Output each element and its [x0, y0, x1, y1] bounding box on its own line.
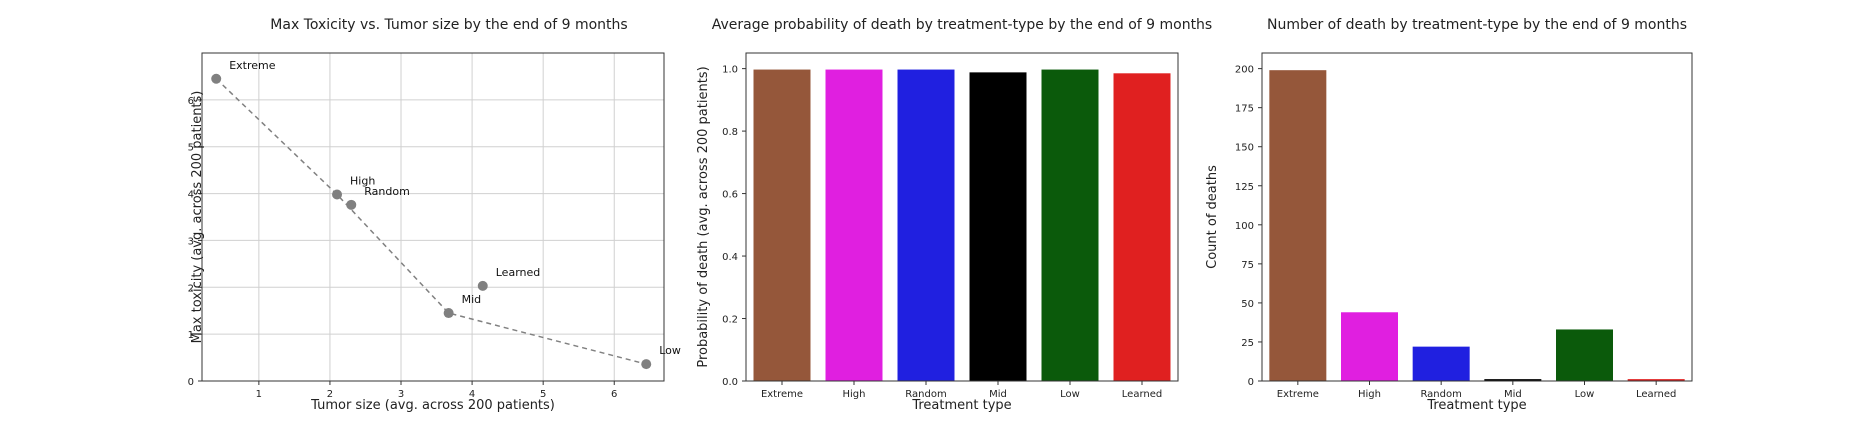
y-tick-label: 25: [1241, 338, 1254, 349]
trend-line: [215, 78, 647, 365]
data-point: [477, 280, 488, 291]
data-point: [332, 189, 343, 200]
bar: [1269, 70, 1327, 381]
chart-title: Average probability of death by treatmen…: [712, 17, 1212, 33]
y-tick-label: 50: [1241, 299, 1254, 310]
point-label: Mid: [462, 293, 482, 306]
y-tick-label: 200: [1235, 65, 1254, 76]
y-tick-label: 0.4: [722, 252, 738, 263]
bar: [825, 69, 883, 382]
x-tick-label: Mid: [1504, 389, 1522, 400]
bar: [753, 69, 811, 382]
bar: [897, 69, 955, 382]
y-tick-label: 4: [188, 190, 194, 201]
y-tick-label: 150: [1235, 143, 1254, 154]
probability-panel: Average probability of death by treatmen…: [696, 17, 1212, 413]
x-axis-label: Treatment type: [911, 398, 1011, 413]
y-tick-label: 125: [1235, 182, 1254, 193]
point-label: Low: [659, 344, 681, 357]
x-tick-label: Random: [1420, 389, 1461, 400]
data-point: [641, 359, 652, 370]
y-tick-label: 5: [188, 143, 194, 154]
x-axis-label: Tumor size (avg. across 200 patients): [310, 398, 555, 413]
x-tick-label: Low: [1060, 389, 1080, 400]
point-label: Extreme: [229, 59, 276, 72]
toxicity-vs-tumor-panel: Max Toxicity vs. Tumor size by the end o…: [188, 17, 681, 413]
y-tick-label: 175: [1235, 104, 1254, 115]
bar: [1412, 346, 1470, 381]
y-tick-label: 75: [1241, 260, 1254, 271]
y-tick-label: 0: [188, 377, 194, 388]
x-tick-label: 1: [256, 389, 262, 400]
x-tick-label: 4: [469, 389, 475, 400]
x-tick-label: High: [843, 389, 866, 400]
x-tick-label: Extreme: [1277, 389, 1319, 400]
bar: [1113, 73, 1171, 382]
y-axis-label: Count of deaths: [1205, 165, 1220, 269]
point-label: Learned: [496, 266, 541, 279]
data-point: [211, 73, 222, 84]
chart-title: Max Toxicity vs. Tumor size by the end o…: [270, 17, 627, 33]
x-axis-label: Treatment type: [1426, 398, 1526, 413]
x-tick-label: Mid: [989, 389, 1007, 400]
x-tick-label: 3: [398, 389, 404, 400]
data-point: [443, 308, 454, 319]
y-tick-label: 3: [188, 236, 194, 247]
bar: [1556, 329, 1613, 381]
y-axis-label: Max toxicity (avg. across 200 patients): [190, 91, 205, 344]
plot-frame: [201, 52, 665, 382]
y-tick-label: 1.0: [722, 65, 738, 76]
x-tick-label: Learned: [1122, 389, 1162, 400]
y-tick-label: 0: [1248, 377, 1254, 388]
y-tick-label: 6: [188, 96, 194, 107]
x-tick-label: Low: [1575, 389, 1595, 400]
y-tick-label: 0.8: [722, 127, 738, 138]
bar: [1041, 69, 1099, 382]
y-axis-label: Probability of death (avg. across 200 pa…: [696, 66, 711, 367]
x-tick-label: 2: [327, 389, 333, 400]
plot-frame: [1261, 52, 1693, 382]
y-tick-label: 2: [188, 283, 194, 294]
death-count-panel: Number of death by treatment-type by the…: [1205, 17, 1693, 413]
x-tick-label: Learned: [1636, 389, 1676, 400]
x-tick-label: 6: [611, 389, 617, 400]
chart-title: Number of death by treatment-type by the…: [1267, 17, 1687, 33]
y-tick-label: 0.2: [722, 315, 738, 326]
y-tick-label: 1: [188, 330, 194, 341]
y-tick-label: 100: [1235, 221, 1254, 232]
plot-frame: [745, 52, 1179, 382]
y-tick-label: 0.6: [722, 190, 738, 201]
bar: [1341, 312, 1398, 381]
bar: [1484, 379, 1542, 381]
x-tick-label: High: [1358, 389, 1381, 400]
x-tick-label: Random: [905, 389, 946, 400]
data-point: [346, 199, 357, 210]
x-tick-label: 5: [540, 389, 546, 400]
bar: [1627, 379, 1685, 381]
x-tick-label: Extreme: [761, 389, 803, 400]
point-label: Random: [364, 185, 410, 198]
y-tick-label: 0.0: [722, 377, 738, 388]
point-label: High: [350, 175, 375, 188]
bar: [969, 72, 1027, 382]
